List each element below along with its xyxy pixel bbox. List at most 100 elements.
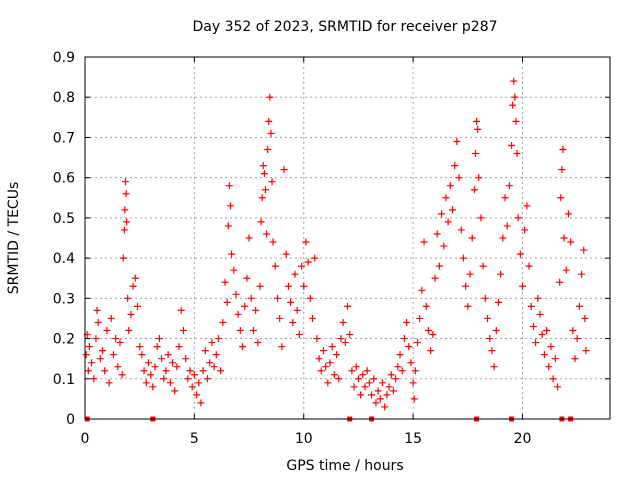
data-point xyxy=(580,246,588,254)
data-point xyxy=(529,322,537,330)
data-point xyxy=(429,331,437,339)
y-tick-labels: 0 0.1 0.2 0.3 0.4 0.5 0.6 0.7 0.8 0.9 xyxy=(53,50,75,428)
data-point xyxy=(140,367,148,375)
data-point xyxy=(291,270,299,278)
data-point xyxy=(190,371,198,379)
data-point xyxy=(477,214,485,222)
data-point xyxy=(326,359,334,367)
data-point xyxy=(453,137,461,145)
data-point xyxy=(210,363,218,371)
data-point xyxy=(462,282,470,290)
data-point xyxy=(124,294,132,302)
x-tick-labels: 0 5 10 15 20 xyxy=(81,431,532,447)
data-point xyxy=(435,262,443,270)
data-point xyxy=(93,306,101,314)
data-point xyxy=(392,375,400,383)
data-point xyxy=(547,343,555,351)
data-point xyxy=(252,306,260,314)
data-point xyxy=(567,238,575,246)
data-point xyxy=(470,186,478,194)
data-point xyxy=(411,367,419,375)
data-point xyxy=(317,367,325,375)
data-point xyxy=(350,383,358,391)
data-point xyxy=(554,383,561,391)
data-point xyxy=(481,294,489,302)
x-tick-label: 20 xyxy=(514,431,532,447)
data-point xyxy=(361,383,369,391)
ticks-layer xyxy=(84,56,610,420)
data-point xyxy=(90,375,98,383)
data-point xyxy=(538,331,546,339)
data-point xyxy=(335,375,343,383)
data-point xyxy=(521,226,529,234)
data-point xyxy=(177,306,185,314)
data-point xyxy=(569,327,577,335)
data-point xyxy=(457,226,465,234)
data-point xyxy=(94,318,102,326)
data-point xyxy=(184,375,192,383)
data-point xyxy=(201,347,209,355)
data-point xyxy=(578,270,586,278)
data-point xyxy=(492,327,500,335)
data-point xyxy=(120,226,128,234)
y-tick-label: 0.4 xyxy=(53,251,75,267)
data-point xyxy=(186,367,194,375)
data-point xyxy=(315,355,323,363)
data-point xyxy=(534,294,542,302)
data-point xyxy=(179,327,187,335)
data-point xyxy=(389,387,397,395)
data-point xyxy=(473,117,481,125)
data-point xyxy=(368,391,376,399)
data-point xyxy=(99,347,106,355)
data-point xyxy=(208,339,216,347)
data-point xyxy=(112,335,120,343)
data-point xyxy=(333,351,341,359)
data-point xyxy=(306,294,314,302)
data-point xyxy=(560,234,568,242)
data-point xyxy=(532,339,540,347)
data-point xyxy=(107,314,115,322)
data-point xyxy=(271,262,279,270)
data-point xyxy=(571,355,579,363)
data-point xyxy=(513,150,521,158)
data-point xyxy=(556,278,564,286)
data-point xyxy=(440,242,448,250)
data-point xyxy=(407,359,415,367)
data-point xyxy=(298,262,306,270)
data-point xyxy=(204,375,211,383)
data-point xyxy=(278,343,286,351)
data-point xyxy=(164,351,172,359)
data-point xyxy=(398,367,406,375)
data-point xyxy=(134,302,141,310)
data-point xyxy=(322,363,330,371)
data-point xyxy=(313,335,321,343)
data-point xyxy=(295,331,303,339)
data-point xyxy=(302,238,310,246)
data-point xyxy=(293,306,301,314)
data-point xyxy=(243,274,251,282)
data-point xyxy=(256,282,264,290)
data-point xyxy=(125,327,133,335)
y-tick-label: 0.6 xyxy=(53,171,75,187)
data-point xyxy=(223,298,231,306)
data-point xyxy=(549,375,557,383)
x-tick-label: 5 xyxy=(190,431,199,447)
data-point xyxy=(505,182,513,190)
data-point xyxy=(144,359,152,367)
data-point xyxy=(508,141,516,149)
data-point xyxy=(503,222,511,230)
data-point xyxy=(230,266,238,274)
data-point xyxy=(540,351,548,359)
data-point xyxy=(479,262,487,270)
data-point xyxy=(337,335,345,343)
data-point xyxy=(501,194,509,202)
data-point xyxy=(158,355,166,363)
data-point xyxy=(516,250,524,258)
data-point xyxy=(431,274,439,282)
data-point xyxy=(416,314,424,322)
data-point xyxy=(116,339,124,347)
data-point xyxy=(268,178,276,186)
data-point xyxy=(249,327,257,335)
data-point xyxy=(155,335,163,343)
data-point xyxy=(444,218,452,226)
